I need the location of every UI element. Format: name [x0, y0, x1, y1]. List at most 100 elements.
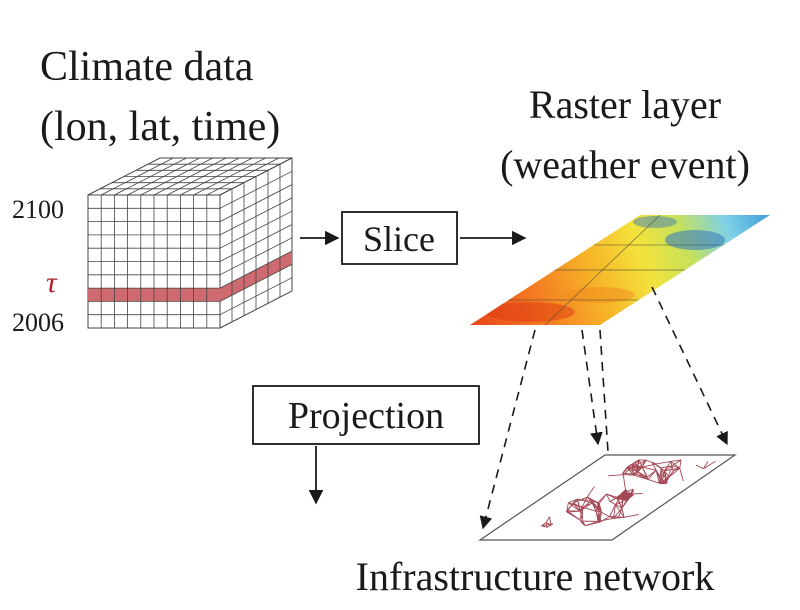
network-edge — [661, 479, 668, 485]
network-edge — [609, 504, 616, 517]
network-edge — [609, 501, 623, 509]
network-edge — [632, 492, 643, 495]
projection-arrow — [651, 286, 728, 446]
network-edge — [632, 465, 637, 472]
network-edge — [679, 467, 684, 482]
slice-box: Slice — [341, 211, 458, 265]
network-edge — [624, 513, 640, 518]
network-edge — [651, 461, 657, 465]
network-edge — [566, 502, 569, 513]
network-edge — [651, 462, 657, 471]
network-edge — [641, 466, 649, 480]
year-top-label: 2100 — [12, 195, 64, 224]
network-edge — [573, 502, 580, 507]
network-edge — [582, 502, 593, 508]
network-edge — [664, 467, 680, 472]
network-edge — [664, 470, 668, 480]
network-edge — [549, 516, 552, 525]
network-edge — [615, 498, 628, 506]
network-edge — [655, 469, 666, 484]
network-edge — [616, 498, 623, 509]
network-edge — [632, 459, 640, 467]
tau-label: τ — [46, 266, 58, 299]
network-edge — [545, 516, 550, 523]
network-edge — [597, 493, 607, 504]
network-edge — [672, 459, 682, 467]
network-edge — [647, 469, 657, 480]
infrastructure-network — [478, 454, 737, 541]
climate-data-subtitle: (lon, lat, time) — [40, 104, 280, 150]
network-edge — [596, 502, 600, 512]
network-edge — [598, 510, 610, 517]
climate-data-cube — [87, 157, 293, 329]
cube-grid-line — [219, 184, 293, 222]
network-edge — [635, 470, 649, 480]
network-edge — [572, 498, 578, 504]
network-edge — [577, 498, 593, 504]
network-edge — [546, 522, 552, 526]
network-edge — [635, 466, 643, 472]
network-edge — [673, 467, 680, 472]
network-edge — [703, 461, 709, 469]
network-edge — [626, 459, 640, 468]
network-edge — [606, 493, 611, 502]
network-edge — [617, 493, 623, 498]
raster-hot-patch — [485, 302, 575, 322]
network-edge — [592, 502, 600, 512]
network-edge — [590, 500, 593, 504]
network-edge — [568, 502, 581, 512]
network-edge — [568, 498, 578, 504]
network-edge — [664, 461, 672, 472]
network-edge — [660, 467, 663, 484]
network-edge — [579, 496, 588, 512]
network-edge — [597, 511, 600, 522]
cube-grid-line — [219, 250, 293, 289]
network-edge — [670, 461, 674, 471]
network-edge — [585, 520, 599, 527]
cube-grid-line — [219, 224, 293, 262]
raster-cold-patch — [665, 230, 725, 250]
projection-box: Projection — [252, 385, 480, 445]
network-edge — [632, 466, 634, 476]
network-edge — [590, 500, 598, 504]
network-edge — [614, 504, 625, 518]
network-edge — [566, 510, 580, 513]
cube-grid-line — [219, 210, 293, 249]
year-bottom-label: 2006 — [12, 308, 64, 337]
network-edge — [642, 466, 657, 471]
network-edge — [579, 506, 583, 508]
network-edge — [579, 519, 583, 524]
network-edge — [608, 474, 624, 477]
raster-layer-subtitle: (weather event) — [500, 142, 750, 187]
raster-layer-title: Raster layer — [529, 82, 721, 127]
network-edge — [579, 507, 584, 520]
network-edge — [655, 461, 671, 465]
climate-data-title: Climate data — [40, 44, 254, 90]
network-edge — [622, 474, 626, 490]
network-edge — [668, 467, 681, 478]
network-edge — [541, 525, 548, 528]
raster-cold-patch — [633, 216, 677, 228]
cube-grid-line — [219, 277, 293, 316]
cube-grid-line — [219, 237, 293, 276]
network-edge — [546, 524, 552, 528]
network-edge — [597, 517, 614, 522]
network-edge — [661, 470, 665, 484]
network-edge — [606, 493, 618, 500]
network-edge — [703, 460, 716, 470]
network-edge — [664, 465, 673, 472]
network-edge — [576, 499, 580, 507]
network-edge — [621, 498, 624, 509]
cube-grid-line — [219, 170, 293, 209]
network-edge — [666, 465, 673, 480]
network-edge — [545, 522, 548, 528]
network-edge — [655, 470, 663, 484]
network-edge — [695, 464, 704, 470]
infrastructure-network-label: Infrastructure network — [356, 554, 715, 599]
network-edge — [617, 494, 634, 498]
network-edge — [633, 474, 649, 480]
network-edge — [587, 496, 592, 501]
network-edge — [586, 486, 595, 498]
network-edge — [599, 516, 610, 523]
